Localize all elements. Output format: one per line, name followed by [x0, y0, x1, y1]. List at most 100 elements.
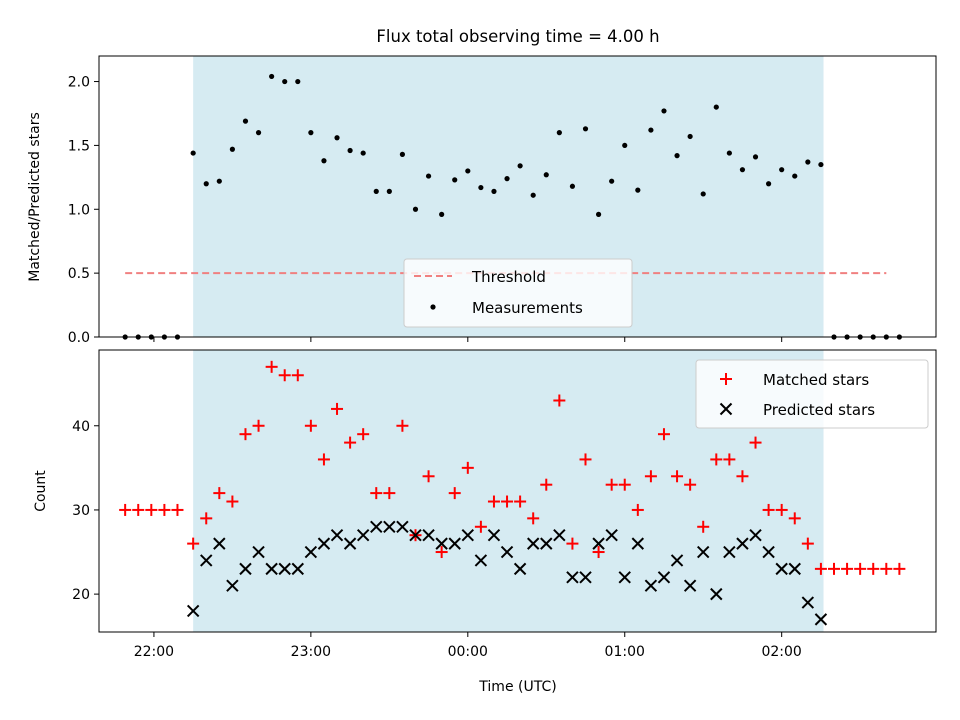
- top-y-tick-label: 2.0: [68, 75, 90, 91]
- matched-star-point: [265, 360, 278, 373]
- predicted-star-point: [749, 528, 762, 542]
- matched-star-point: [501, 495, 514, 508]
- x-marker-b: [657, 571, 671, 584]
- predicted-star-point: [265, 562, 278, 576]
- predicted-star-point: [644, 579, 658, 592]
- measurement-point: [282, 78, 288, 85]
- legend-measurements-label: Measurements: [472, 299, 583, 317]
- measurement-point: [609, 178, 615, 184]
- measurement-point: [478, 184, 484, 191]
- matched-star-point: [723, 453, 736, 466]
- predicted-star-point: [566, 571, 579, 584]
- x-marker-b: [540, 537, 553, 550]
- top-y-tick-label: 0.0: [68, 330, 90, 346]
- x-marker-b: [383, 520, 396, 533]
- predicted-star-point: [356, 528, 370, 542]
- x-marker-b: [736, 537, 749, 550]
- x-marker-b: [566, 571, 579, 584]
- matched-star-point: [370, 487, 383, 500]
- measurement-point: [504, 176, 510, 182]
- matched-star-point: [344, 436, 357, 449]
- predicted-star-point: [736, 537, 749, 550]
- top-legend-box: [403, 258, 633, 328]
- measurement-point: [439, 211, 445, 217]
- x-marker-b: [278, 562, 291, 576]
- measurement-point: [674, 153, 680, 159]
- predicted-star-point: [814, 613, 828, 626]
- x-marker-b: [723, 545, 736, 559]
- measurement-point: [412, 206, 419, 212]
- predicted-star-point: [513, 562, 527, 576]
- matched-star-point: [187, 537, 200, 550]
- x-marker-b: [330, 528, 344, 542]
- x-marker-b: [579, 571, 592, 584]
- matched-star-point: [801, 537, 814, 550]
- predicted-star-point: [343, 537, 357, 550]
- x-marker-b: [644, 579, 658, 592]
- predicted-star-point: [252, 545, 265, 559]
- matched-star-point: [854, 562, 867, 575]
- x-marker-b: [775, 562, 788, 576]
- x-marker-b: [186, 604, 200, 618]
- matched-star-point: [841, 562, 854, 575]
- x-tick-label: 01:00: [605, 644, 645, 660]
- x-tick-label: 23:00: [291, 644, 331, 660]
- matched-star-point: [474, 520, 487, 533]
- predicted-star-point: [474, 554, 488, 567]
- predicted-star-point: [526, 537, 540, 550]
- x-marker-b: [448, 537, 461, 550]
- matched-star-point: [331, 402, 344, 415]
- matched-star-point: [252, 419, 265, 432]
- measurement-point: [308, 130, 314, 136]
- predicted-star-point: [330, 528, 344, 542]
- predicted-star-point: [213, 537, 226, 550]
- measurement-point: [595, 211, 602, 217]
- matched-star-point: [200, 512, 213, 525]
- x-marker-b: [618, 571, 631, 584]
- x-marker-b: [513, 562, 527, 576]
- x-marker-b: [592, 537, 605, 550]
- measurement-point: [255, 130, 262, 136]
- measurement-point: [687, 133, 693, 140]
- predicted-star-point: [461, 528, 475, 542]
- predicted-star-point: [775, 562, 788, 576]
- matched-star-point: [304, 419, 317, 432]
- top-y-tick-label: 0.5: [68, 266, 90, 282]
- predicted-star-point: [409, 528, 422, 542]
- matched-star-point: [579, 453, 592, 466]
- matched-star-point: [867, 562, 880, 575]
- x-marker-b: [291, 562, 304, 576]
- top-y-axis-label: Matched/Predicted stars: [27, 112, 43, 282]
- top-chart-title: Flux total observing time = 4.00 h: [376, 27, 659, 46]
- x-marker-b: [200, 554, 213, 567]
- x-marker-b: [317, 537, 331, 550]
- measurement-point: [425, 173, 432, 179]
- matched-star-point: [514, 495, 527, 508]
- top-y-tick-label: 1.5: [68, 138, 90, 154]
- matched-star-point: [145, 503, 158, 516]
- measurement-point: [582, 126, 589, 132]
- matched-star-point: [671, 470, 684, 483]
- predicted-star-point: [657, 571, 671, 584]
- measurement-point: [386, 188, 392, 194]
- x-marker-b: [370, 520, 383, 533]
- matched-star-point: [827, 562, 840, 575]
- matched-star-point: [644, 470, 657, 483]
- legend-measurements-swatch: [430, 304, 436, 310]
- matched-star-point: [749, 436, 762, 449]
- measurement-point: [739, 167, 746, 173]
- x-tick-label: 00:00: [448, 644, 488, 660]
- top-plot-frame: [98, 55, 937, 338]
- predicted-star-point: [553, 528, 566, 542]
- measurement-point: [465, 168, 471, 174]
- legend-predicted-swatch: [719, 402, 733, 416]
- x-marker-b: [435, 537, 448, 550]
- bottom-plot-area: 20 30 40 22:00 23:00 00:00 01:00 02:00 Matched s…: [72, 349, 937, 660]
- predicted-star-point: [186, 604, 200, 618]
- x-marker-b: [814, 613, 828, 626]
- matched-star-point: [553, 394, 566, 407]
- matched-star-point: [396, 419, 409, 432]
- predicted-star-point: [683, 579, 697, 592]
- predicted-star-point: [226, 579, 239, 592]
- x-marker-b: [409, 528, 422, 542]
